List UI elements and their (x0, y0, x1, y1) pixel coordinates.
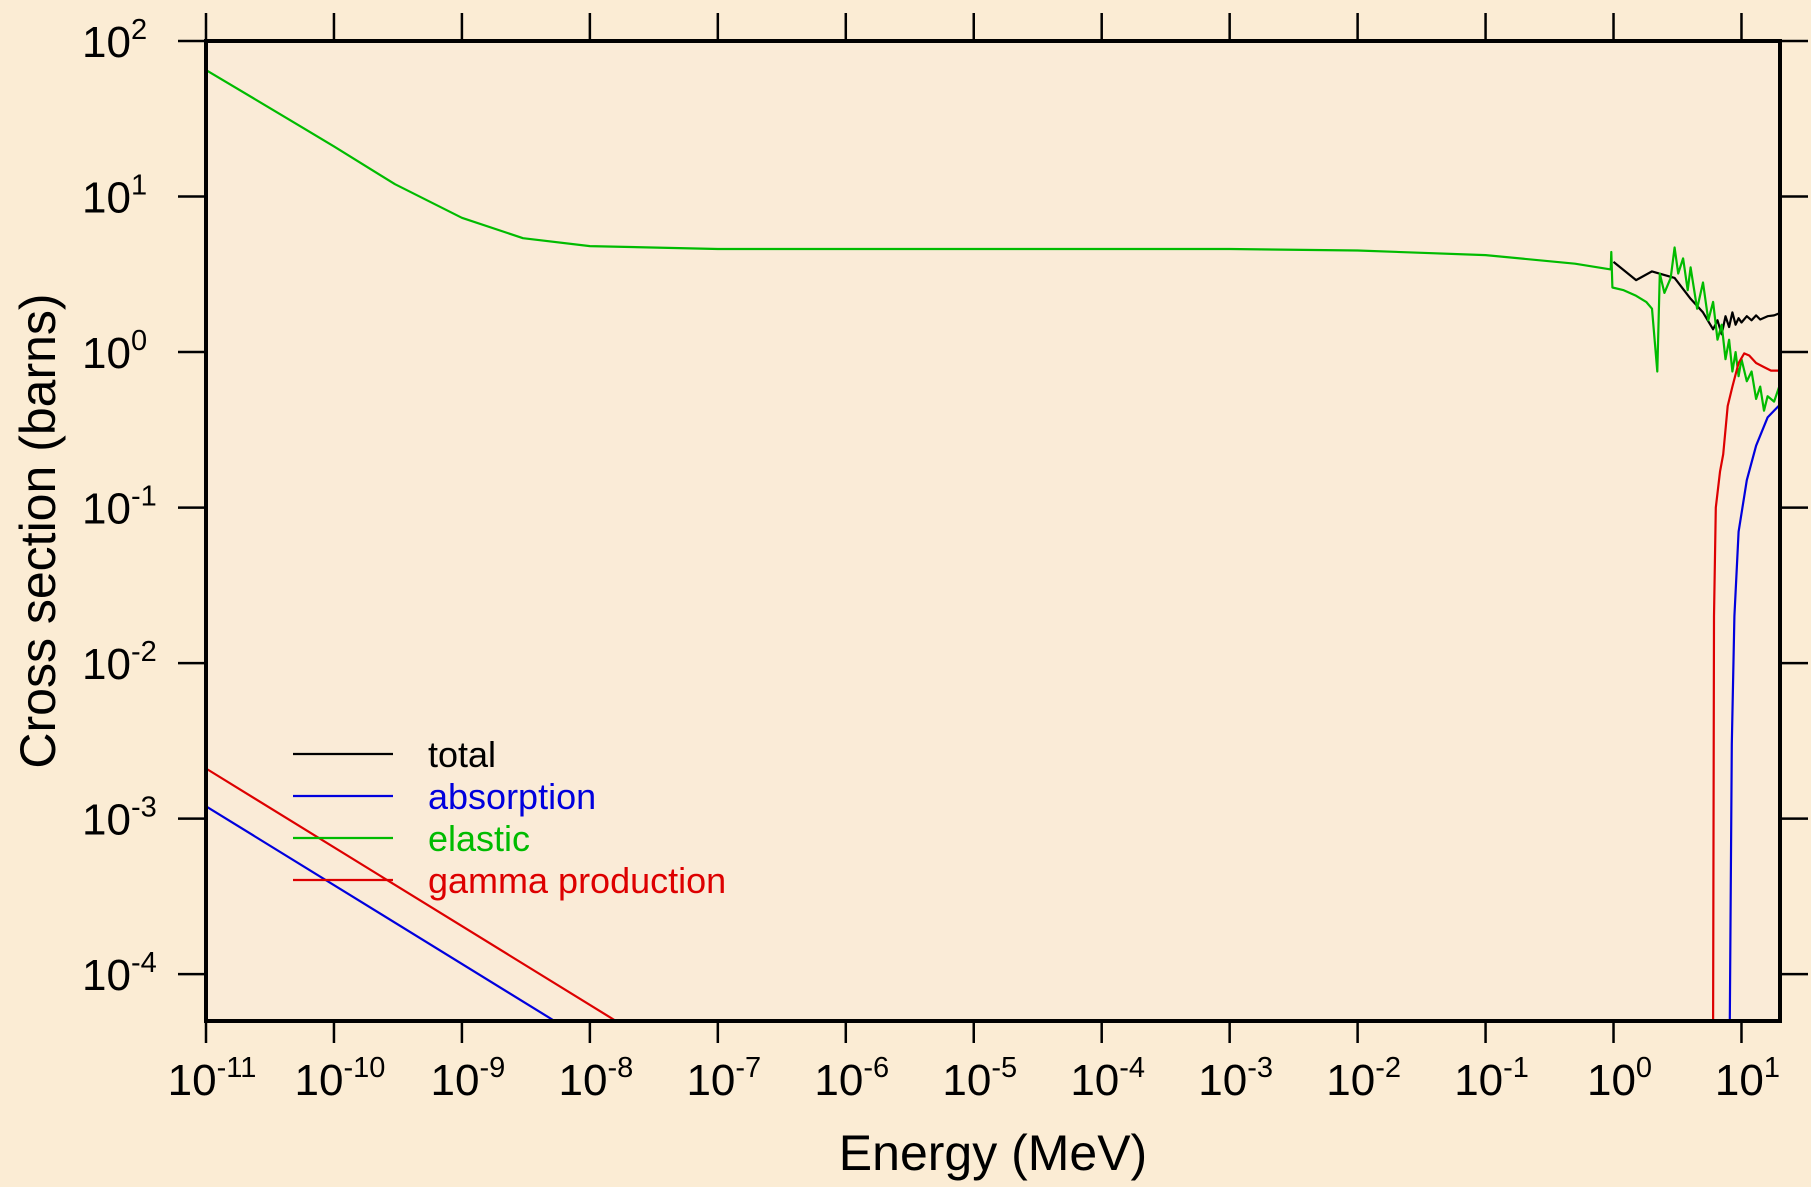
series-line-total (1612, 261, 1781, 336)
legend-label: absorption (428, 776, 596, 817)
x-tick-label: 100 (1587, 1052, 1652, 1105)
y-tick-label: 10-2 (82, 636, 157, 689)
y-tick-label: 101 (82, 170, 147, 223)
x-tick-label: 10-9 (431, 1052, 506, 1105)
plot-area (206, 41, 1780, 1021)
x-tick-label: 10-3 (1198, 1052, 1273, 1105)
series-line-elastic (205, 69, 1782, 412)
x-tick-label: 10-5 (942, 1052, 1017, 1105)
x-tick-label: 10-8 (558, 1052, 633, 1105)
y-tick-label: 10-4 (82, 947, 157, 1000)
y-tick-label: 102 (82, 14, 147, 67)
x-tick-label: 10-10 (295, 1052, 386, 1105)
y-tick-label: 10-1 (82, 481, 157, 534)
x-tick-label: 10-4 (1070, 1052, 1145, 1105)
x-tick-label: 10-6 (814, 1052, 889, 1105)
tick-layer: 10-11 10-10 10-9 10-8 10-7 10-6 10-5 10-4 10-3 10… (82, 13, 1808, 1105)
y-tick-label: 100 (82, 325, 147, 378)
x-tick-label: 10-11 (168, 1052, 257, 1105)
plot-frame (204, 39, 1782, 1023)
legend-label: total (428, 734, 496, 775)
legend-label: elastic (428, 818, 530, 859)
y-tick-label: 10-3 (82, 792, 157, 845)
series-line-gamma-production (205, 352, 1780, 1023)
legend-label: gamma production (428, 860, 726, 901)
x-tick-label: 10-7 (686, 1052, 761, 1105)
x-tick-label: 101 (1715, 1052, 1780, 1105)
x-tick-label: 10-2 (1326, 1052, 1401, 1105)
y-axis-title: Cross section (barns) (10, 293, 66, 768)
x-tick-label: 10-1 (1454, 1052, 1529, 1105)
x-axis-title: Energy (MeV) (839, 1125, 1147, 1181)
